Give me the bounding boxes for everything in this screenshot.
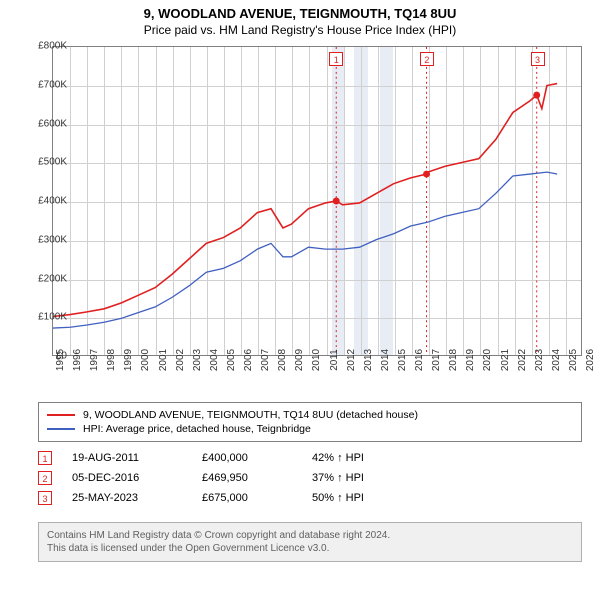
x-tick-label: 2022 [517,349,528,371]
series-hpi [53,172,557,328]
x-tick-label: 2020 [482,349,493,371]
chart-container: 9, WOODLAND AVENUE, TEIGNMOUTH, TQ14 8UU… [0,0,600,590]
sales-row-pct: 42% ↑ HPI [312,452,402,464]
x-tick-label: 2014 [380,349,391,371]
legend-swatch-property [47,414,75,416]
x-tick-label: 1996 [72,349,83,371]
y-tick-label: £600K [17,118,67,129]
series-property [53,84,557,317]
x-tick-label: 2012 [346,349,357,371]
sale-marker-label: 1 [329,52,343,66]
y-tick-label: £400K [17,196,67,207]
y-tick-label: £300K [17,234,67,245]
sales-row-date: 05-DEC-2016 [72,472,182,484]
x-tick-label: 2019 [465,349,476,371]
x-tick-label: 2008 [277,349,288,371]
x-tick-label: 2024 [551,349,562,371]
x-tick-label: 2018 [448,349,459,371]
x-tick-label: 2003 [192,349,203,371]
sales-row-marker: 3 [38,491,52,505]
x-tick-label: 1999 [123,349,134,371]
x-tick-label: 2021 [500,349,511,371]
x-tick-label: 2007 [260,349,271,371]
sale-marker-label: 2 [420,52,434,66]
x-tick-label: 2026 [585,349,596,371]
legend-label-property: 9, WOODLAND AVENUE, TEIGNMOUTH, TQ14 8UU… [83,409,418,421]
x-tick-label: 2001 [158,349,169,371]
x-tick-label: 2005 [226,349,237,371]
x-tick-label: 2009 [294,349,305,371]
y-tick-label: £100K [17,312,67,323]
sales-row: 3 25-MAY-2023 £675,000 50% ↑ HPI [38,488,582,508]
legend: 9, WOODLAND AVENUE, TEIGNMOUTH, TQ14 8UU… [38,402,582,442]
sales-row-price: £400,000 [202,452,292,464]
plot-svg [53,47,581,355]
x-tick-label: 2025 [568,349,579,371]
sales-row: 2 05-DEC-2016 £469,950 37% ↑ HPI [38,468,582,488]
sales-table: 1 19-AUG-2011 £400,000 42% ↑ HPI 2 05-DEC-201… [38,448,582,508]
legend-label-hpi: HPI: Average price, detached house, Teig… [83,423,311,435]
sale-marker-dot [533,92,540,99]
attribution-line-1: Contains HM Land Registry data © Crown c… [47,529,573,542]
x-tick-label: 2017 [431,349,442,371]
sales-row-date: 19-AUG-2011 [72,452,182,464]
attribution: Contains HM Land Registry data © Crown c… [38,522,582,562]
x-tick-label: 2011 [329,349,340,371]
sales-row-marker: 1 [38,451,52,465]
x-tick-label: 2000 [140,349,151,371]
y-tick-label: £700K [17,79,67,90]
x-tick-label: 2013 [363,349,374,371]
sales-row-date: 25-MAY-2023 [72,492,182,504]
x-tick-label: 2002 [175,349,186,371]
x-tick-label: 2006 [243,349,254,371]
sales-row-price: £675,000 [202,492,292,504]
x-tick-label: 1998 [106,349,117,371]
sale-marker-label: 3 [531,52,545,66]
attribution-line-2: This data is licensed under the Open Gov… [47,542,573,555]
x-tick-label: 2010 [311,349,322,371]
y-tick-label: £800K [17,41,67,52]
sales-row-pct: 37% ↑ HPI [312,472,402,484]
sales-row-marker: 2 [38,471,52,485]
legend-item-property: 9, WOODLAND AVENUE, TEIGNMOUTH, TQ14 8UU… [47,408,573,422]
y-tick-label: £200K [17,273,67,284]
x-tick-label: 1997 [89,349,100,371]
sales-row-price: £469,950 [202,472,292,484]
y-tick-label: £500K [17,157,67,168]
chart-subtitle: Price paid vs. HM Land Registry's House … [0,21,600,43]
sale-marker-dot [333,198,340,205]
x-tick-label: 2015 [397,349,408,371]
x-tick-label: 2016 [414,349,425,371]
plot-area [52,46,582,356]
chart-title: 9, WOODLAND AVENUE, TEIGNMOUTH, TQ14 8UU [0,0,600,21]
sales-row: 1 19-AUG-2011 £400,000 42% ↑ HPI [38,448,582,468]
x-tick-label: 2004 [209,349,220,371]
legend-item-hpi: HPI: Average price, detached house, Teig… [47,422,573,436]
x-tick-label: 2023 [534,349,545,371]
x-tick-label: 1995 [55,349,66,371]
sales-row-pct: 50% ↑ HPI [312,492,402,504]
sale-marker-dot [423,171,430,178]
legend-swatch-hpi [47,428,75,430]
